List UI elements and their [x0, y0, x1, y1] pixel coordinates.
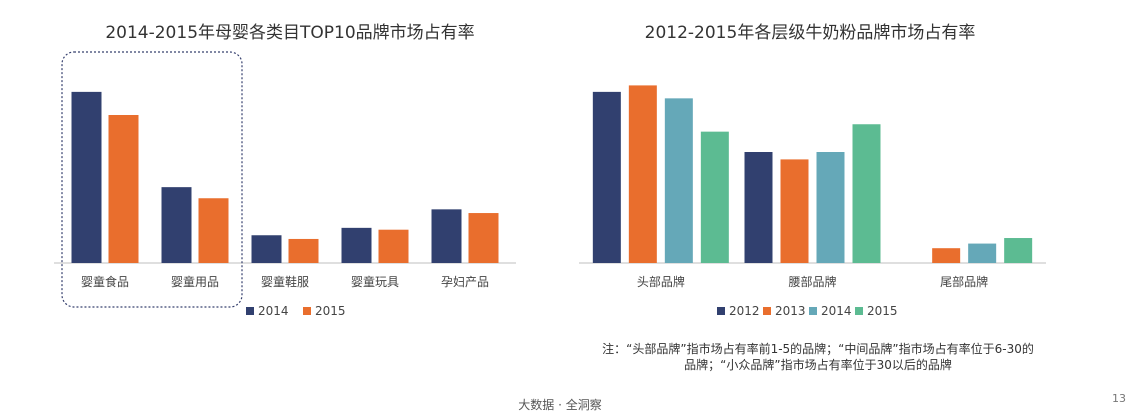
bar-chart-categories: 婴童食品 婴童用品 婴童鞋服 婴童玩具 孕妇产品 2014 2015: [54, 51, 516, 318]
footnote: 注：“头部品牌”指市场占有率前1-5的品牌；“中间品牌”指市场占有率位于6-30…: [578, 341, 1058, 373]
footnote-line-1: 注：“头部品牌”指市场占有率前1-5的品牌；“中间品牌”指市场占有率位于6-30…: [602, 342, 1034, 356]
bar-2015-腰部品牌: [852, 124, 881, 263]
legend-label-2015: 2015: [867, 304, 898, 318]
x-tick-label: 婴童食品: [81, 274, 129, 289]
bar-2012-头部品牌: [592, 91, 621, 263]
bar-2013-头部品牌: [628, 85, 657, 264]
bar-2015-婴童用品: [198, 198, 229, 263]
bar-2015-尾部品牌: [1004, 238, 1033, 263]
legend-label-2015: 2015: [315, 304, 346, 318]
legend-swatch-2012: [717, 307, 725, 315]
legend-swatch-2015: [303, 307, 311, 315]
legend-swatch-2015: [855, 307, 863, 315]
legend-swatch-2013: [763, 307, 771, 315]
footnote-line-2: 品牌；“小众品牌”指市场占有率位于30以后的品牌: [684, 358, 952, 372]
bar-2014-婴童食品: [71, 91, 102, 263]
highlight-box: [61, 51, 243, 308]
bar-2015-孕妇产品: [468, 213, 499, 263]
bar-2014-婴童鞋服: [251, 235, 282, 263]
bar-2014-头部品牌: [664, 98, 693, 263]
legend-label-2012: 2012: [729, 304, 760, 318]
x-tick-label: 尾部品牌: [940, 274, 988, 289]
x-tick-label: 婴童用品: [171, 274, 219, 289]
bar-2014-尾部品牌: [968, 243, 997, 263]
bar-2015-头部品牌: [700, 131, 729, 263]
bar-2015-婴童食品: [108, 115, 139, 263]
bar-2013-腰部品牌: [780, 159, 809, 263]
page-number: 13: [1112, 392, 1126, 405]
x-tick-label: 婴童鞋服: [261, 274, 309, 289]
bar-chart-milk-powder: 头部品牌 腰部品牌 尾部品牌 2012 2013 2014 2015: [579, 85, 1046, 318]
legend-swatch-2014: [809, 307, 817, 315]
bar-2013-尾部品牌: [932, 248, 961, 263]
legend-label-2014: 2014: [821, 304, 852, 318]
chart-title-categories: 2014-2015年母婴各类目TOP10品牌市场占有率: [105, 23, 475, 43]
bar-2015-婴童鞋服: [288, 238, 319, 263]
bar-2012-腰部品牌: [744, 152, 773, 263]
x-tick-label: 婴童玩具: [351, 274, 399, 289]
chart-title-milk-powder: 2012-2015年各层级牛奶粉品牌市场占有率: [644, 23, 976, 43]
bar-2014-孕妇产品: [431, 209, 462, 263]
x-tick-label: 孕妇产品: [441, 275, 489, 289]
x-tick-label: 头部品牌: [637, 274, 685, 289]
legend-label-2014: 2014: [258, 304, 289, 318]
bar-2014-婴童玩具: [341, 227, 372, 263]
footer-tagline: 大数据 · 全洞察: [518, 398, 602, 412]
bar-2015-婴童玩具: [378, 229, 409, 263]
x-tick-label: 腰部品牌: [788, 274, 836, 289]
bar-2014-腰部品牌: [816, 152, 845, 263]
legend-swatch-2014: [246, 307, 254, 315]
legend-label-2013: 2013: [775, 304, 806, 318]
bar-2014-婴童用品: [161, 187, 192, 263]
